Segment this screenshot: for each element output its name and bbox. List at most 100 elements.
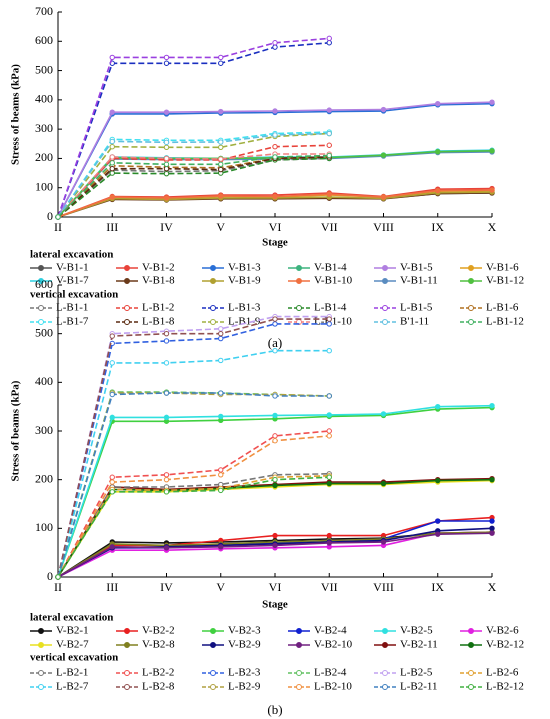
legend-marker bbox=[382, 628, 388, 634]
marker bbox=[435, 477, 441, 484]
y-tick-label: 300 bbox=[35, 121, 53, 135]
legend-label: L-B2-6 bbox=[486, 667, 519, 679]
marker bbox=[109, 54, 115, 61]
marker bbox=[326, 474, 332, 480]
legend-marker bbox=[296, 642, 302, 648]
marker bbox=[109, 333, 115, 339]
series-line bbox=[57, 131, 330, 218]
marker bbox=[272, 348, 278, 354]
legend-label: V-B1-11 bbox=[400, 275, 438, 287]
marker bbox=[435, 187, 441, 194]
marker bbox=[272, 108, 278, 114]
marker bbox=[109, 489, 115, 495]
marker bbox=[55, 214, 61, 220]
legend-group-title: vertical excavation bbox=[30, 289, 118, 301]
y-axis-title: Stress of beams (kPa) bbox=[10, 380, 22, 481]
marker bbox=[489, 476, 495, 483]
legend-marker bbox=[468, 684, 474, 690]
legend-label: L-B2-5 bbox=[400, 667, 433, 679]
marker bbox=[272, 532, 278, 539]
marker bbox=[163, 170, 170, 177]
marker bbox=[218, 390, 224, 396]
legend-label: L-B2-9 bbox=[228, 681, 261, 693]
legend-label: L-B1-5 bbox=[400, 302, 433, 314]
marker bbox=[163, 338, 170, 344]
legend-label: V-B1-5 bbox=[400, 262, 433, 274]
x-tick-label: V bbox=[216, 220, 225, 234]
x-tick-label: IV bbox=[160, 220, 173, 234]
marker bbox=[326, 348, 332, 354]
legend-label: L-B2-4 bbox=[314, 667, 347, 679]
marker bbox=[218, 54, 224, 61]
x-tick-label: VIII bbox=[373, 220, 394, 234]
marker bbox=[109, 144, 115, 150]
marker bbox=[489, 187, 495, 193]
legend-marker bbox=[38, 628, 44, 634]
marker bbox=[326, 130, 332, 137]
marker bbox=[272, 132, 278, 138]
legend-marker bbox=[210, 684, 216, 690]
legend-marker bbox=[124, 628, 130, 634]
legend-label: L-B1-6 bbox=[486, 302, 519, 314]
marker bbox=[326, 393, 332, 399]
marker bbox=[163, 476, 170, 483]
marker bbox=[163, 139, 170, 146]
legend-marker bbox=[468, 265, 474, 271]
marker bbox=[435, 100, 441, 107]
series-line bbox=[57, 154, 330, 218]
legend-marker bbox=[210, 319, 216, 325]
marker bbox=[218, 139, 224, 145]
marker bbox=[163, 414, 170, 421]
legend-marker bbox=[124, 265, 130, 271]
series-line bbox=[57, 392, 330, 578]
x-tick-label: II bbox=[54, 220, 62, 234]
x-tick-label: III bbox=[106, 580, 118, 594]
legend-marker bbox=[382, 319, 388, 325]
legend-label: L-B2-7 bbox=[56, 681, 89, 693]
marker bbox=[109, 170, 115, 176]
marker bbox=[326, 142, 332, 148]
marker bbox=[55, 574, 61, 580]
marker bbox=[272, 542, 278, 549]
legend-marker bbox=[296, 684, 302, 690]
legend-label: L-B2-12 bbox=[486, 681, 524, 693]
marker bbox=[163, 330, 170, 337]
legend-marker bbox=[382, 670, 388, 676]
legend-marker bbox=[296, 265, 302, 271]
y-tick-label: 400 bbox=[35, 92, 53, 106]
legend-label: V-B2-10 bbox=[314, 639, 353, 651]
legend-label: V-B1-7 bbox=[56, 275, 89, 287]
marker bbox=[326, 433, 332, 439]
marker bbox=[163, 360, 170, 366]
y-tick-label: 300 bbox=[35, 423, 53, 437]
marker bbox=[326, 321, 332, 327]
marker bbox=[489, 402, 495, 409]
legend-marker bbox=[38, 670, 44, 676]
legend-label: V-B1-2 bbox=[142, 262, 175, 274]
marker bbox=[326, 107, 332, 113]
x-tick-label: VI bbox=[269, 580, 282, 594]
legend-marker bbox=[468, 670, 474, 676]
y-axis-title: Stress of beams (kPa) bbox=[10, 64, 22, 165]
legend-label: V-B1-9 bbox=[228, 275, 261, 287]
x-tick-label: X bbox=[488, 220, 497, 234]
series-line bbox=[57, 315, 330, 578]
legend-label: L-B2-8 bbox=[142, 681, 175, 693]
y-tick-label: 200 bbox=[35, 471, 53, 485]
marker bbox=[218, 60, 224, 66]
y-tick-label: 500 bbox=[35, 325, 53, 339]
legend-marker bbox=[468, 305, 474, 311]
legend-marker bbox=[38, 278, 44, 284]
legend-marker bbox=[210, 265, 216, 271]
legend-marker bbox=[468, 319, 474, 325]
marker bbox=[272, 193, 278, 200]
series-line bbox=[57, 318, 330, 578]
series-line bbox=[57, 475, 330, 578]
legend-marker bbox=[38, 642, 44, 648]
legend-marker bbox=[382, 305, 388, 311]
legend-label: V-B2-8 bbox=[142, 639, 175, 651]
marker bbox=[272, 154, 278, 160]
legend-marker bbox=[124, 670, 130, 676]
marker bbox=[163, 390, 170, 396]
marker bbox=[163, 161, 170, 167]
